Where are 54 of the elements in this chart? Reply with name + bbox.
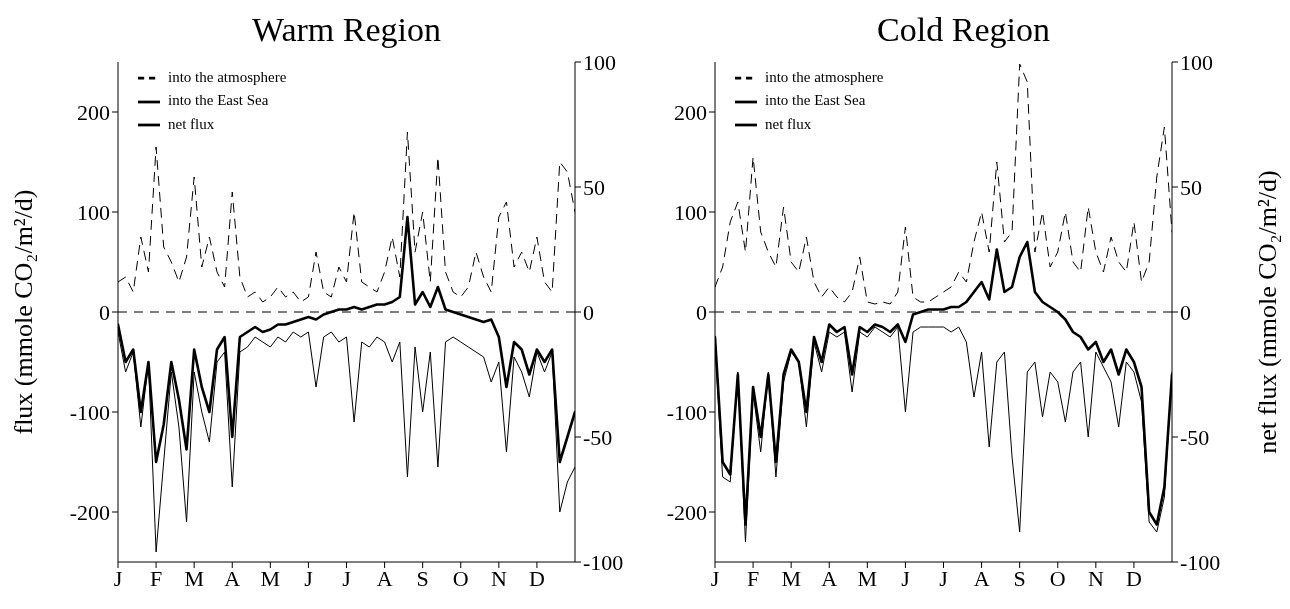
x-tick-label: J [342,565,352,591]
x-tick-label: F [149,565,163,591]
chart-title: Warm Region [252,11,441,48]
x-tick-label: A [821,565,838,591]
y2-tick-label: 0 [583,299,594,325]
x-tick-label: N [490,565,507,591]
x-tick-label: J [113,565,123,591]
x-tick-label: O [1049,565,1066,591]
legend-label: into the atmosphere [168,69,287,85]
x-tick-label: M [781,565,801,591]
y2-tick-label: 100 [583,49,616,75]
x-tick-label: A [376,565,393,591]
legend-label: into the atmosphere [765,69,884,85]
y-axis-title: flux (mmole CO₂/m²/d) [9,189,39,435]
y2-tick-label: -50 [583,424,613,450]
y-tick-label: -100 [69,399,110,425]
x-tick-label: S [1013,565,1026,591]
x-tick-label: N [1087,565,1104,591]
x-tick-label: D [1125,565,1142,591]
y2-tick-label: 100 [1180,49,1213,75]
y2-tick-label: 0 [1180,299,1191,325]
x-tick-label: J [901,565,911,591]
chart-title: Cold Region [877,11,1050,48]
y-tick-label: 100 [674,199,707,225]
x-tick-label: A [224,565,241,591]
y-tick-label: -200 [69,499,110,525]
y2-tick-label: -100 [1180,549,1221,575]
y2-tick-label: 50 [1180,174,1202,200]
x-tick-label: S [416,565,429,591]
legend-label: into the East Sea [765,92,866,109]
x-tick-label: O [452,565,469,591]
legend-label: net flux [168,115,215,132]
x-tick-label: J [710,565,720,591]
x-tick-label: A [973,565,990,591]
x-tick-label: D [528,565,545,591]
x-tick-label: F [746,565,760,591]
y-tick-label: 0 [696,299,707,325]
y2-tick-label: -50 [1180,424,1210,450]
x-tick-label: J [939,565,949,591]
y-tick-label: 0 [99,299,110,325]
legend-label: into the East Sea [168,92,269,109]
x-tick-label: M [184,565,204,591]
x-tick-label: M [260,565,281,591]
y-tick-label: -100 [666,399,707,425]
y2-tick-label: -100 [583,549,624,575]
y2-axis-title: net flux (mmole CO₂/m²/d) [1253,170,1283,454]
y-tick-label: -200 [666,499,707,525]
x-tick-label: J [304,565,314,591]
x-tick-label: M [857,565,878,591]
y-tick-label: 200 [77,99,110,125]
legend-label: net flux [765,115,812,132]
y-tick-label: 200 [674,99,707,125]
y2-tick-label: 50 [583,174,605,200]
y-tick-label: 100 [77,199,110,225]
